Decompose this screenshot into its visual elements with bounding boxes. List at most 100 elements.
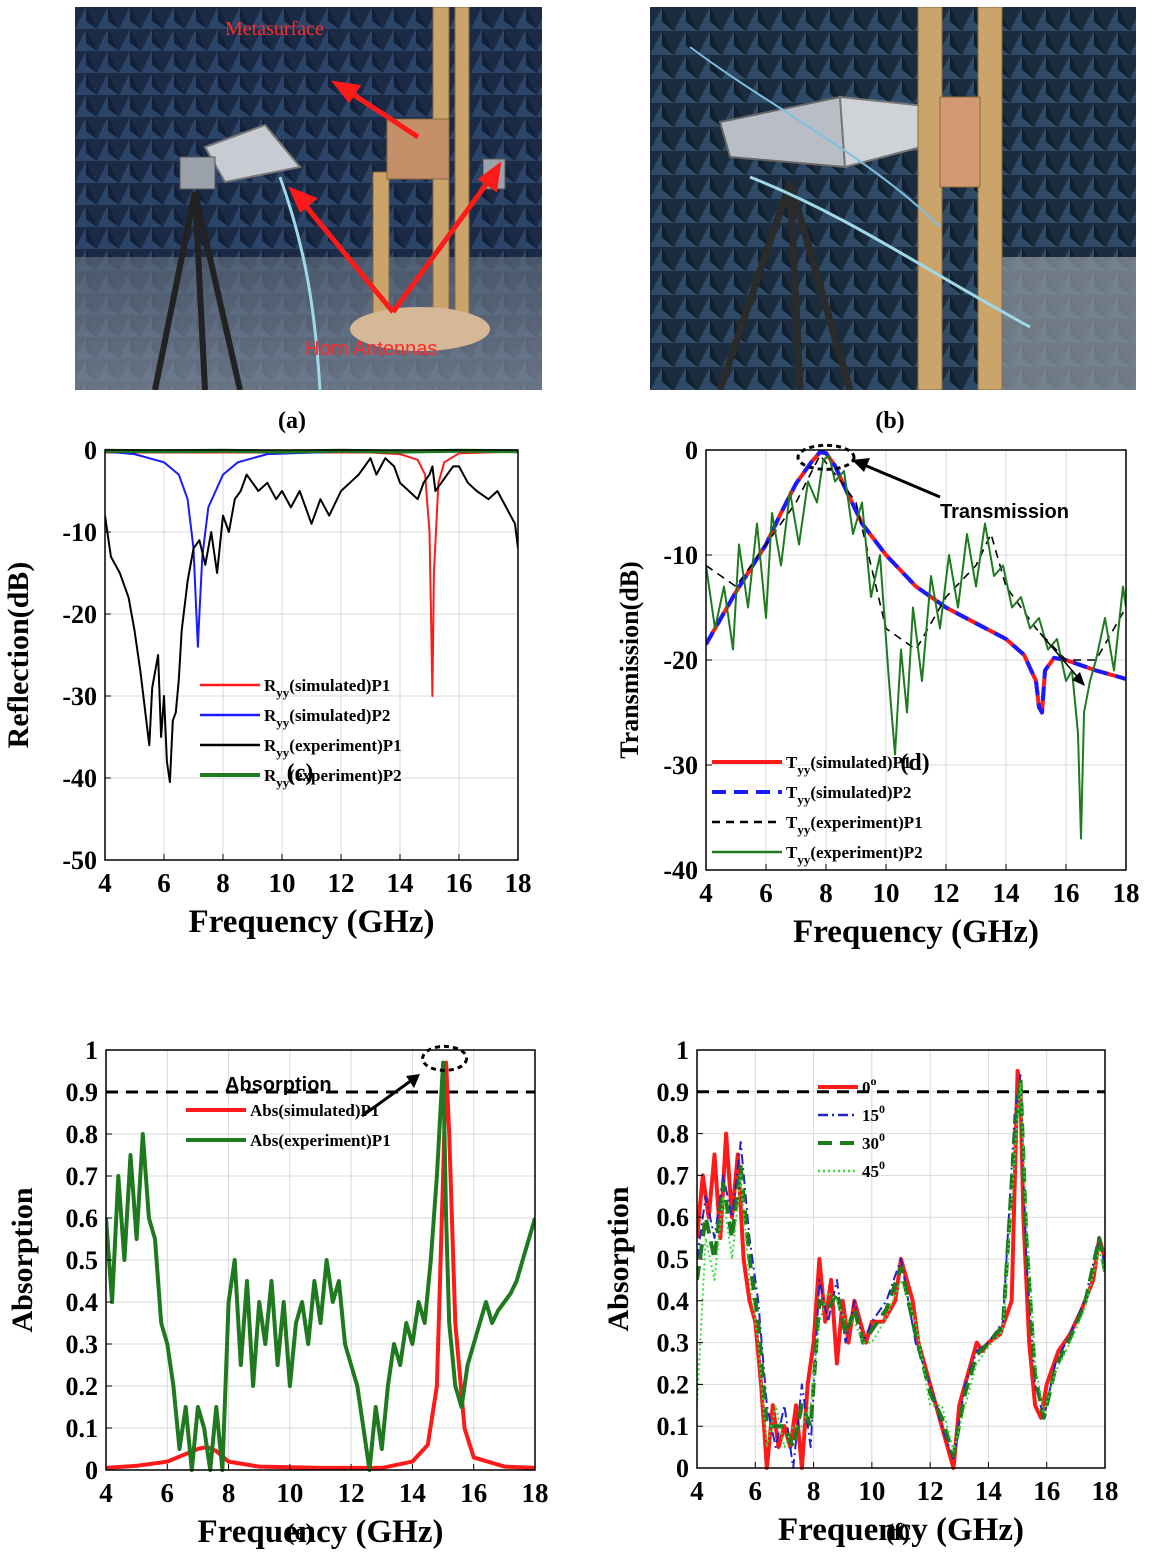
legend-suffix: (experiment)P2	[810, 843, 922, 862]
legend-subscript: yy	[276, 715, 290, 730]
x-tick-label: 14	[975, 1476, 1002, 1506]
y-axis-title: Absorption	[6, 1187, 39, 1332]
legend-subscript: yy	[797, 762, 811, 777]
y-tick-label: -50	[62, 846, 97, 875]
x-tick-label: 4	[98, 868, 112, 898]
legend-suffix: (experiment)P1	[810, 813, 922, 832]
series-line-1	[106, 1060, 535, 1470]
legend-subscript: yy	[797, 822, 811, 837]
y-tick-label: -30	[663, 751, 698, 780]
arrow-head	[406, 1074, 420, 1088]
x-tick-label: 12	[338, 1478, 365, 1508]
annotation-absorption: Absorption	[225, 1074, 332, 1096]
y-tick-label: 0.9	[66, 1078, 99, 1107]
y-tick-label: -10	[62, 518, 97, 547]
y-tick-label: 0.2	[657, 1370, 690, 1399]
y-tick-label: 0	[685, 436, 698, 465]
x-tick-label: 10	[858, 1476, 885, 1506]
photo-b	[650, 7, 1136, 390]
legend-label: 150	[862, 1102, 885, 1125]
anechoic-chamber-photo-a: Metasurface Horn Antennas	[75, 7, 542, 390]
y-tick-label: 0.5	[66, 1246, 99, 1275]
y-axis-title: Absorption	[602, 1186, 635, 1331]
gridlines	[104, 449, 519, 861]
legend-superscript: 0	[879, 1130, 885, 1144]
legend-label: Tyy(experiment)P2	[786, 843, 923, 867]
legend-label: 0o	[862, 1074, 877, 1097]
x-tick-label: 12	[933, 878, 960, 908]
horn-antennas-label: Horn Antennas	[305, 338, 437, 360]
x-tick-label: 16	[1053, 878, 1080, 908]
series-line-1	[105, 450, 518, 697]
x-tick-label: 16	[446, 868, 473, 898]
metasurface-label: Metasurface	[225, 18, 324, 40]
photo-a: Metasurface Horn Antennas	[75, 7, 542, 390]
y-tick-label: 0.7	[657, 1161, 690, 1190]
series-line-2	[105, 449, 518, 648]
x-tick-label: 6	[759, 878, 773, 908]
x-axis-title: Frequency (GHz)	[198, 1514, 444, 1550]
caption-b: (b)	[875, 408, 905, 434]
caption-e: (e)	[287, 1520, 314, 1546]
y-tick-label: 0.1	[66, 1414, 99, 1443]
y-tick-label: -40	[62, 764, 97, 793]
legend-suffix: (simulated)P1	[810, 753, 911, 772]
x-tick-label: 10	[269, 868, 296, 898]
y-tick-label: 0.2	[66, 1372, 99, 1401]
legend-label: Ryy(simulated)P2	[264, 706, 390, 730]
y-tick-label: 0.9	[657, 1078, 690, 1107]
y-tick-label: -20	[62, 600, 97, 629]
x-tick-label: 16	[460, 1478, 487, 1508]
x-tick-label: 8	[807, 1476, 821, 1506]
x-axis-title: Frequency (GHz)	[189, 904, 435, 940]
legend-label: 300	[862, 1130, 885, 1153]
x-tick-label: 10	[276, 1478, 303, 1508]
y-tick-label: 0	[676, 1454, 689, 1483]
x-tick-label: 14	[387, 868, 414, 898]
x-tick-label: 16	[1033, 1476, 1060, 1506]
chart-d: 4 6 8 10 12 14 16 18 0 -10 -20 -30 -40 Frequency (GHz…	[615, 436, 1140, 950]
axes-frame	[104, 449, 519, 861]
legend: Ryy(simulated)P1Ryy(simulated)P2Ryy(expe…	[200, 676, 402, 790]
series-line-2	[706, 450, 1126, 715]
series-line-3	[105, 457, 518, 784]
legend-label: Ryy(experiment)P1	[264, 736, 402, 760]
y-tick-label: 0.1	[657, 1412, 690, 1441]
x-axis-title: Frequency (GHz)	[793, 914, 1039, 950]
x-tick-label: 4	[99, 1478, 113, 1508]
x-axis-title: Frequency (GHz)	[778, 1512, 1024, 1548]
x-tick-label: 6	[157, 868, 171, 898]
caption-d: (d)	[900, 750, 929, 776]
y-tick-label: 0.3	[66, 1330, 99, 1359]
x-tick-label: 6	[161, 1478, 175, 1508]
x-tick-label: 4	[699, 878, 713, 908]
legend-label: Tyy(simulated)P2	[786, 783, 911, 807]
y-tick-label: 0.8	[66, 1120, 99, 1149]
series-line-4	[706, 454, 1126, 840]
legend-subscript: yy	[797, 852, 811, 867]
y-tick-label: 1	[85, 1036, 98, 1065]
dip-arrow	[1039, 632, 1082, 682]
legend-superscript: o	[871, 1074, 877, 1088]
legend-suffix: (simulated)P2	[289, 706, 390, 725]
y-tick-label: 0.6	[66, 1204, 99, 1233]
x-tick-label: 18	[1113, 878, 1140, 908]
x-tick-label: 12	[328, 868, 355, 898]
chart-c: 4 6 8 10 12 14 16 18 0 -10 -20 -30 -40 -50 Frequency (…	[2, 436, 532, 940]
x-tick-label: 18	[522, 1478, 549, 1508]
annotation-arrow	[861, 462, 941, 499]
caption-a: (a)	[278, 408, 306, 434]
legend-label: Tyy(experiment)P1	[786, 813, 923, 837]
legend-subscript: yy	[797, 792, 811, 807]
y-tick-label: -20	[663, 646, 698, 675]
legend-label: Abs(experiment)P1	[250, 1131, 391, 1150]
y-tick-label: 0.7	[66, 1162, 99, 1191]
y-tick-label: -40	[663, 856, 698, 885]
x-tick-label: 18	[505, 868, 532, 898]
series-line-2	[106, 1060, 535, 1472]
y-tick-label: 0	[84, 436, 97, 465]
y-axis-title: Transmission(dB)	[615, 561, 644, 758]
legend-superscript: 0	[879, 1102, 885, 1116]
chart-e: 4 6 8 10 12 14 16 18 0 0.1 0.2 0.3 0.4 0.5 0.6 0.7 0.8 0.…	[6, 1036, 549, 1550]
